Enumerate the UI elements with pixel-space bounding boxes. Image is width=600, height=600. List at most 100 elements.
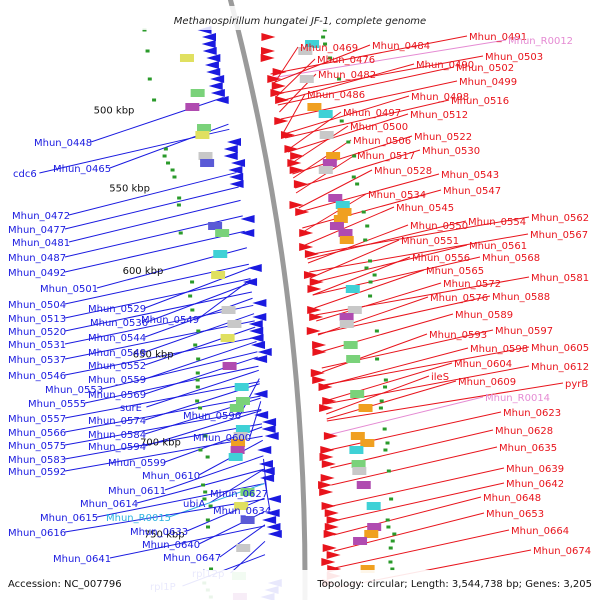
left-gene-label[interactable]: Mhun_0584 <box>88 430 146 441</box>
left-gene-label[interactable]: Mhun_0472 <box>12 211 70 222</box>
right-gene-label[interactable]: Mhun_0605 <box>531 343 589 354</box>
left-gene-label[interactable]: Mhun_0594 <box>88 442 146 453</box>
right-gene-label[interactable]: Mhun_0598 <box>470 344 528 355</box>
left-gene-label[interactable]: Mhun_0536 <box>90 318 148 329</box>
right-gene-label[interactable]: Mhun_0469 <box>300 43 358 54</box>
right-gene-label[interactable]: Mhun_0565 <box>426 266 484 277</box>
right-gene-label[interactable]: Mhun_0522 <box>414 132 472 143</box>
left-gene-label[interactable]: Mhun_0492 <box>8 268 66 279</box>
right-gene-label[interactable]: Mhun_0609 <box>458 377 516 388</box>
right-gene-label[interactable]: Mhun_0551 <box>401 236 459 247</box>
right-gene-label[interactable]: Mhun_0506 <box>353 136 411 147</box>
right-gene-label[interactable]: Mhun_0664 <box>511 526 569 537</box>
right-gene-label[interactable]: Mhun_0476 <box>317 55 375 66</box>
right-gene-label[interactable]: Mhun_0503 <box>485 52 543 63</box>
right-gene-label[interactable]: Mhun_0581 <box>531 273 589 284</box>
left-gene-label[interactable]: Mhun_0557 <box>8 414 66 425</box>
left-gene-label[interactable]: Mhun_0615 <box>40 513 98 524</box>
right-gene-label[interactable]: Mhun_0604 <box>454 359 512 370</box>
right-gene-label[interactable]: Mhun_0482 <box>318 70 376 81</box>
left-gene-label[interactable]: Mhun_0627 <box>210 489 268 500</box>
left-gene-label[interactable]: Mhun_0634 <box>213 506 271 517</box>
right-gene-label[interactable]: Mhun_0635 <box>499 443 557 454</box>
left-gene-label[interactable]: Mhun_0501 <box>40 284 98 295</box>
right-gene-label[interactable]: Mhun_0639 <box>506 464 564 475</box>
left-gene-label[interactable]: Mhun_0611 <box>108 486 166 497</box>
left-gene-label[interactable]: Mhun_0600 <box>193 433 251 444</box>
left-gene-label[interactable]: Mhun_0559 <box>88 375 146 386</box>
right-gene-label[interactable]: Mhun_0556 <box>412 253 470 264</box>
right-gene-label[interactable]: Mhun_0612 <box>531 362 589 373</box>
left-gene-label[interactable]: Mhun_0465 <box>53 164 111 175</box>
left-gene-label[interactable]: cdc6 <box>13 169 37 180</box>
left-gene-label[interactable]: Mhun_0553 <box>45 385 103 396</box>
left-gene-label[interactable]: Mhun_0487 <box>8 253 66 264</box>
left-gene-label[interactable]: Mhun_0647 <box>163 553 221 564</box>
left-gene-label[interactable]: Mhun_0448 <box>34 138 92 149</box>
right-gene-label[interactable]: Mhun_0588 <box>492 292 550 303</box>
right-gene-label[interactable]: Mhun_0576 <box>430 293 488 304</box>
right-gene-label[interactable]: Mhun_0674 <box>533 546 591 557</box>
right-gene-label[interactable]: Mhun_0517 <box>357 151 415 162</box>
left-gene-label[interactable]: Mhun_0481 <box>12 238 70 249</box>
left-gene-label[interactable]: Mhun_0641 <box>53 554 111 565</box>
left-gene-label[interactable]: Mhun_0552 <box>88 361 146 372</box>
right-gene-label[interactable]: Mhun_0499 <box>459 77 517 88</box>
right-gene-label[interactable]: Mhun_0593 <box>429 330 487 341</box>
left-gene-label[interactable]: Mhun_0520 <box>8 327 66 338</box>
right-gene-label[interactable]: Mhun_0628 <box>495 426 553 437</box>
right-gene-label[interactable]: Mhun_0597 <box>495 326 553 337</box>
left-gene-label[interactable]: surE <box>120 403 142 414</box>
right-gene-label[interactable]: Mhun_0572 <box>443 279 501 290</box>
left-gene-label[interactable]: Mhun_0537 <box>8 355 66 366</box>
left-gene-label[interactable]: Mhun_0549 <box>141 315 199 326</box>
right-gene-label[interactable]: Mhun_0550 <box>410 221 468 232</box>
left-gene-label[interactable]: Mhun_0513 <box>8 314 66 325</box>
right-gene-label[interactable]: Mhun_0554 <box>468 217 526 228</box>
right-gene-label[interactable]: Mhun_0530 <box>422 146 480 157</box>
right-gene-label[interactable]: Mhun_R0012 <box>508 36 573 47</box>
right-gene-label[interactable]: Mhun_0534 <box>368 190 426 201</box>
left-gene-label[interactable]: Mhun_0531 <box>8 340 66 351</box>
left-gene-label[interactable]: Mhun_0599 <box>108 458 166 469</box>
right-gene-label[interactable]: Mhun_0502 <box>456 63 514 74</box>
right-gene-label[interactable]: pyrB <box>565 379 588 390</box>
right-gene-label[interactable]: Mhun_0491 <box>469 32 527 43</box>
left-gene-label[interactable]: Mhun_0596 <box>183 411 241 422</box>
left-gene-label[interactable]: Mhun_R0015 <box>106 513 171 524</box>
right-gene-label[interactable]: Mhun_0589 <box>455 310 513 321</box>
right-gene-label[interactable]: Mhun_0498 <box>411 92 469 103</box>
right-gene-label[interactable]: Mhun_0543 <box>441 170 499 181</box>
right-gene-label[interactable]: Mhun_0500 <box>350 122 408 133</box>
left-gene-label[interactable]: Mhun_0546 <box>8 371 66 382</box>
left-gene-label[interactable]: Mhun_0592 <box>8 467 66 478</box>
right-gene-label[interactable]: Mhun_0561 <box>469 241 527 252</box>
right-gene-label[interactable]: Mhun_0486 <box>307 90 365 101</box>
right-gene-label[interactable]: Mhun_R0014 <box>485 393 550 404</box>
right-gene-label[interactable]: Mhun_0568 <box>482 253 540 264</box>
right-gene-label[interactable]: Mhun_0484 <box>372 41 430 52</box>
left-gene-label[interactable]: Mhun_0640 <box>142 540 200 551</box>
right-gene-label[interactable]: Mhun_0642 <box>506 479 564 490</box>
right-gene-label[interactable]: Mhun_0623 <box>503 408 561 419</box>
right-gene-label[interactable]: Mhun_0648 <box>483 493 541 504</box>
left-gene-label[interactable]: Mhun_0548 <box>88 348 146 359</box>
right-gene-label[interactable]: Mhun_0545 <box>396 203 454 214</box>
right-gene-label[interactable]: Mhun_0512 <box>410 110 468 121</box>
left-gene-label[interactable]: Mhun_0616 <box>8 528 66 539</box>
left-gene-label[interactable]: Mhun_0633 <box>130 527 188 538</box>
right-gene-label[interactable]: Mhun_0567 <box>530 230 588 241</box>
right-gene-label[interactable]: Mhun_0528 <box>374 166 432 177</box>
left-gene-label[interactable]: Mhun_0477 <box>8 225 66 236</box>
right-gene-label[interactable]: Mhun_0490 <box>416 60 474 71</box>
left-gene-label[interactable]: Mhun_0529 <box>88 304 146 315</box>
right-gene-label[interactable]: Mhun_0516 <box>451 96 509 107</box>
left-gene-label[interactable]: Mhun_0574 <box>88 416 146 427</box>
right-gene-label[interactable]: Mhun_0547 <box>443 186 501 197</box>
right-gene-label[interactable]: ileS <box>431 372 449 383</box>
left-gene-label[interactable]: Mhun_0569 <box>88 390 146 401</box>
left-gene-label[interactable]: Mhun_0575 <box>8 441 66 452</box>
right-gene-label[interactable]: Mhun_0562 <box>531 213 589 224</box>
left-gene-label[interactable]: Mhun_0544 <box>88 333 146 344</box>
right-gene-label[interactable]: Mhun_0497 <box>343 108 401 119</box>
